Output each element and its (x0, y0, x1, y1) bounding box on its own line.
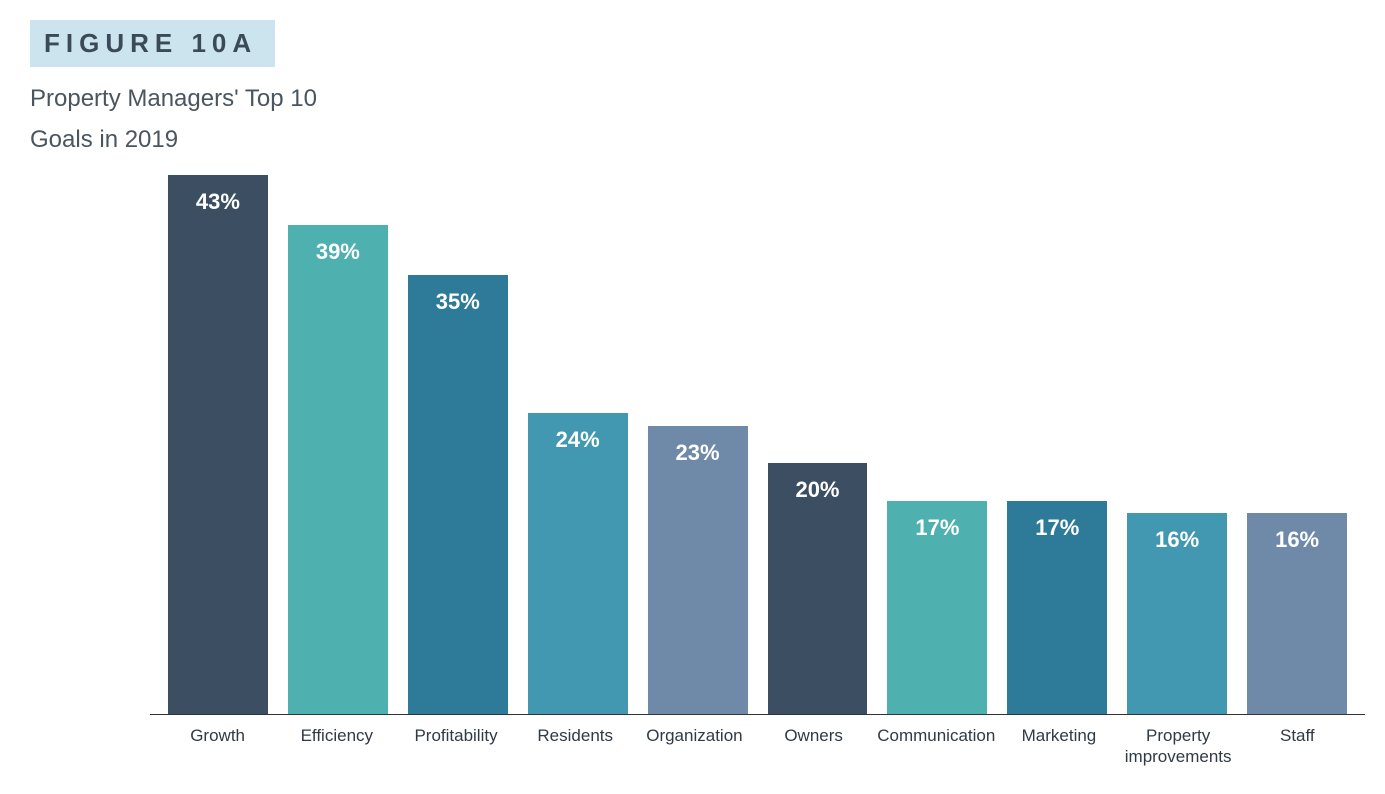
x-axis-label: Staff (1238, 725, 1357, 768)
bar-value: 43% (168, 189, 268, 215)
bar-col: 39% (278, 175, 398, 714)
chart-subtitle: Property Managers' Top 10 Goals in 2019 (30, 79, 430, 161)
x-axis-label: Profitability (396, 725, 515, 768)
x-axis-label: Residents (516, 725, 635, 768)
bar-value: 24% (528, 427, 628, 453)
bar-col: 20% (758, 175, 878, 714)
bar-col: 24% (518, 175, 638, 714)
bar-value: 39% (288, 239, 388, 265)
bar: 20% (768, 463, 868, 714)
bar-value: 20% (768, 477, 868, 503)
x-axis-label: Efficiency (277, 725, 396, 768)
figure-label: FIGURE 10A (30, 20, 275, 67)
x-axis-label: Marketing (999, 725, 1118, 768)
bar: 16% (1127, 513, 1227, 714)
bar-value: 35% (408, 289, 508, 315)
x-axis: GrowthEfficiencyProfitabilityResidentsOr… (150, 715, 1365, 768)
bar-col: 16% (1237, 175, 1357, 714)
x-axis-label: Owners (754, 725, 873, 768)
bar: 39% (288, 225, 388, 714)
bar: 16% (1247, 513, 1347, 714)
bar-col: 23% (638, 175, 758, 714)
bar-col: 35% (398, 175, 518, 714)
bar-col: 16% (1117, 175, 1237, 714)
plot-area: 43% 39% 35% 24% 23% 20% 17% 17% 16% 16% (150, 175, 1365, 715)
bar-col: 17% (997, 175, 1117, 714)
bar-value: 17% (887, 515, 987, 541)
bar-col: 17% (877, 175, 997, 714)
bar: 24% (528, 413, 628, 714)
bar-value: 17% (1007, 515, 1107, 541)
subtitle-line-1: Property Managers' Top 10 (30, 85, 317, 112)
bars-container: 43% 39% 35% 24% 23% 20% 17% 17% 16% 16% (150, 175, 1365, 714)
bar: 23% (648, 426, 748, 714)
x-axis-label: Property improvements (1119, 725, 1238, 768)
bar: 17% (1007, 501, 1107, 714)
bar-value: 16% (1127, 527, 1227, 553)
subtitle-line-2: Goals in 2019 (30, 126, 178, 153)
bar-value: 16% (1247, 527, 1347, 553)
bar: 17% (887, 501, 987, 714)
x-axis-label: Communication (873, 725, 999, 768)
x-axis-label: Organization (635, 725, 754, 768)
bar: 43% (168, 175, 268, 714)
bar-col: 43% (158, 175, 278, 714)
bar-chart: 43%39%35%24%23%20%17%17%16%16% GrowthEff… (150, 175, 1365, 764)
bar-value: 23% (648, 440, 748, 466)
bar: 35% (408, 275, 508, 714)
x-axis-label: Growth (158, 725, 277, 768)
